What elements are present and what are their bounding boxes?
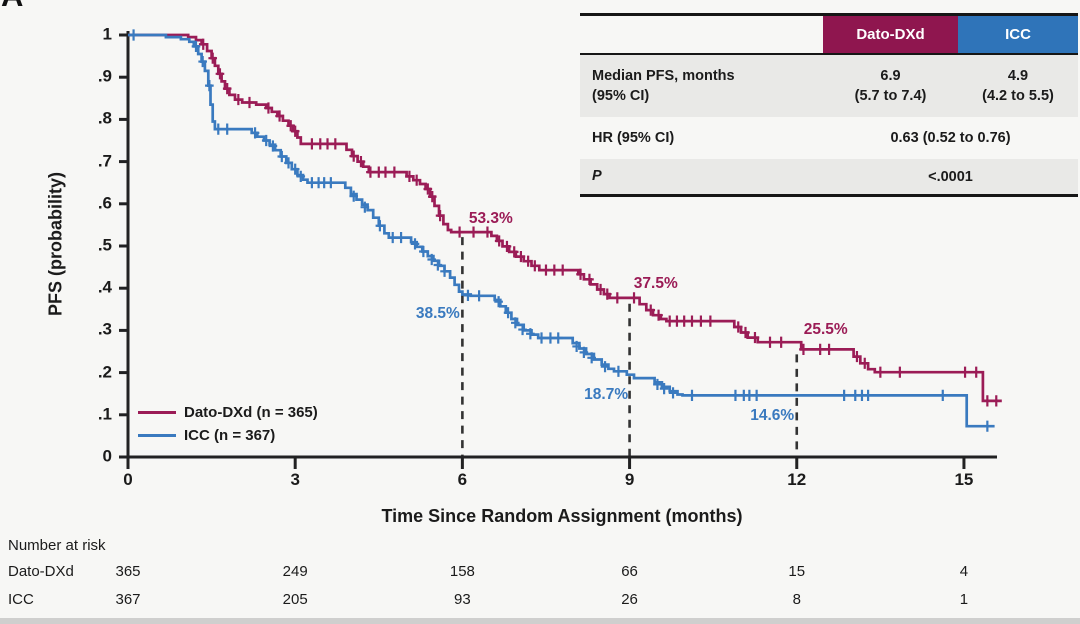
- x-tick-label: 0: [123, 470, 133, 489]
- risk-count: 15: [788, 563, 806, 580]
- x-tick-label: 12: [787, 470, 807, 489]
- stats-header-spacer: [580, 16, 823, 53]
- stats-row-hr: HR (95% CI) 0.63 (0.52 to 0.76): [580, 117, 1078, 159]
- median-pfs-label: Median PFS, months (95% CI): [580, 66, 823, 107]
- risk-count: 365: [115, 563, 141, 580]
- legend-label-icc: ICC (n = 367): [184, 427, 276, 444]
- p-label: P: [592, 168, 602, 185]
- landmark-label: 53.3%: [468, 209, 513, 227]
- stats-header-icc: ICC: [958, 16, 1078, 53]
- risk-count: 367: [115, 591, 141, 608]
- landmark-label: 38.5%: [415, 304, 460, 322]
- landmark-label: 14.6%: [750, 407, 795, 425]
- risk-count: 1: [959, 591, 969, 608]
- legend-label-dato: Dato-DXd (n = 365): [184, 404, 318, 421]
- y-tick-label: 1: [102, 24, 112, 44]
- stats-table: Dato-DXd ICC Median PFS, months (95% CI)…: [580, 13, 1078, 197]
- landmark-label: 18.7%: [584, 385, 629, 403]
- risk-count: 66: [621, 563, 638, 580]
- median-pfs-icc-ci: (4.2 to 5.5): [982, 88, 1054, 104]
- x-tick-label: 15: [954, 470, 974, 489]
- hr-value: 0.63 (0.52 to 0.76): [890, 130, 1011, 146]
- median-pfs-icc-value: 4.9: [1007, 67, 1029, 84]
- stats-header-dato: Dato-DXd: [823, 16, 958, 53]
- median-pfs-label-line2: (95% CI): [592, 88, 650, 104]
- panel-label-text: A: [1, 0, 23, 12]
- risk-count: 205: [282, 591, 308, 608]
- y-tick-label: .8: [97, 108, 112, 128]
- y-tick-label: .5: [97, 235, 112, 255]
- x-tick-label: 6: [457, 470, 468, 489]
- x-tick-label: 9: [624, 470, 635, 489]
- median-pfs-dato: 6.9 (5.7 to 7.4): [823, 66, 958, 107]
- x-axis-title: Time Since Random Assignment (months): [381, 506, 743, 526]
- risk-count: 158: [449, 563, 475, 580]
- legend-row-dato: Dato-DXd (n = 365): [138, 401, 318, 424]
- risk-row-label: Dato-DXd: [8, 563, 74, 580]
- number-at-risk-title: Number at risk: [8, 537, 106, 554]
- median-pfs-label-line1: Median PFS, months: [592, 67, 735, 84]
- y-tick-label: .9: [97, 66, 112, 86]
- stats-row-p: P <.0001: [580, 159, 1078, 194]
- risk-row-label: ICC: [8, 591, 34, 608]
- legend-line-dato-icon: [138, 411, 176, 414]
- y-tick-label: .1: [97, 404, 112, 424]
- risk-count: 8: [792, 591, 801, 608]
- risk-count: 4: [959, 563, 969, 580]
- y-tick-label: .4: [97, 277, 112, 297]
- legend-line-icc-icon: [138, 434, 176, 437]
- stats-row-median: Median PFS, months (95% CI) 6.9 (5.7 to …: [580, 55, 1078, 117]
- y-tick-label: .3: [97, 319, 112, 339]
- risk-count: 26: [621, 591, 638, 608]
- y-tick-label: 0: [102, 446, 112, 466]
- median-pfs-dato-ci: (5.7 to 7.4): [854, 88, 927, 104]
- y-tick-label: .2: [97, 362, 112, 382]
- p-value: <.0001: [928, 168, 973, 185]
- legend-row-icc: ICC (n = 367): [138, 424, 318, 447]
- landmark-label: 25.5%: [803, 320, 848, 338]
- y-tick-label: .7: [97, 151, 112, 171]
- y-tick-label: .6: [97, 193, 112, 213]
- median-pfs-dato-value: 6.9: [880, 67, 901, 84]
- y-axis-tick-labels: 1 .9 .8 .7 .6 .5 .4 .3 .2 .1 0: [0, 0, 118, 624]
- x-tick-label: 3: [290, 470, 300, 489]
- risk-count: 93: [454, 591, 471, 608]
- hr-label: HR (95% CI): [592, 129, 675, 146]
- y-axis-title: PFS (probability): [45, 172, 66, 316]
- median-pfs-icc: 4.9 (4.2 to 5.5): [958, 66, 1078, 107]
- bottom-strip: [0, 618, 1080, 624]
- stats-table-header: Dato-DXd ICC: [580, 16, 1078, 55]
- landmark-label: 37.5%: [633, 274, 678, 292]
- legend: Dato-DXd (n = 365) ICC (n = 367): [138, 401, 318, 447]
- risk-count: 249: [282, 563, 308, 580]
- panel-label: A: [1, 0, 31, 12]
